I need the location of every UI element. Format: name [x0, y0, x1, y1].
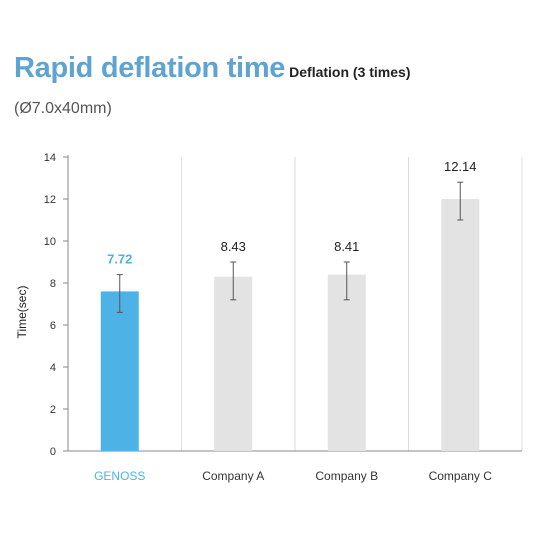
data-label: 7.72	[107, 252, 132, 267]
y-tick-label: 2	[50, 404, 56, 416]
y-tick-label: 8	[50, 278, 56, 290]
chart-subtitle: Deflation (3 times)	[289, 64, 411, 80]
x-tick-label: GENOSS	[94, 469, 145, 483]
x-tick-label: Company C	[429, 469, 493, 483]
y-tick-label: 6	[50, 320, 56, 332]
bar	[100, 291, 139, 451]
data-label: 8.43	[221, 239, 246, 254]
x-tick-label: Company B	[315, 469, 378, 483]
dimensions-label: (Ø7.0x40mm)	[14, 100, 112, 117]
bar	[441, 199, 480, 451]
bar	[327, 274, 366, 451]
y-tick-label: 0	[50, 446, 56, 458]
y-tick-label: 10	[44, 236, 56, 248]
y-tick-label: 12	[44, 194, 56, 206]
y-axis-title: Time(sec)	[15, 286, 29, 339]
data-label: 12.14	[444, 159, 477, 174]
title-row: Rapid deflation time Deflation (3 times)	[14, 52, 411, 85]
y-tick-label: 14	[44, 152, 56, 164]
x-tick-label: Company A	[202, 469, 264, 483]
y-tick-label: 4	[50, 362, 56, 374]
bar	[214, 276, 253, 451]
data-label: 8.41	[334, 239, 359, 254]
chart-title: Rapid deflation time	[14, 52, 286, 84]
